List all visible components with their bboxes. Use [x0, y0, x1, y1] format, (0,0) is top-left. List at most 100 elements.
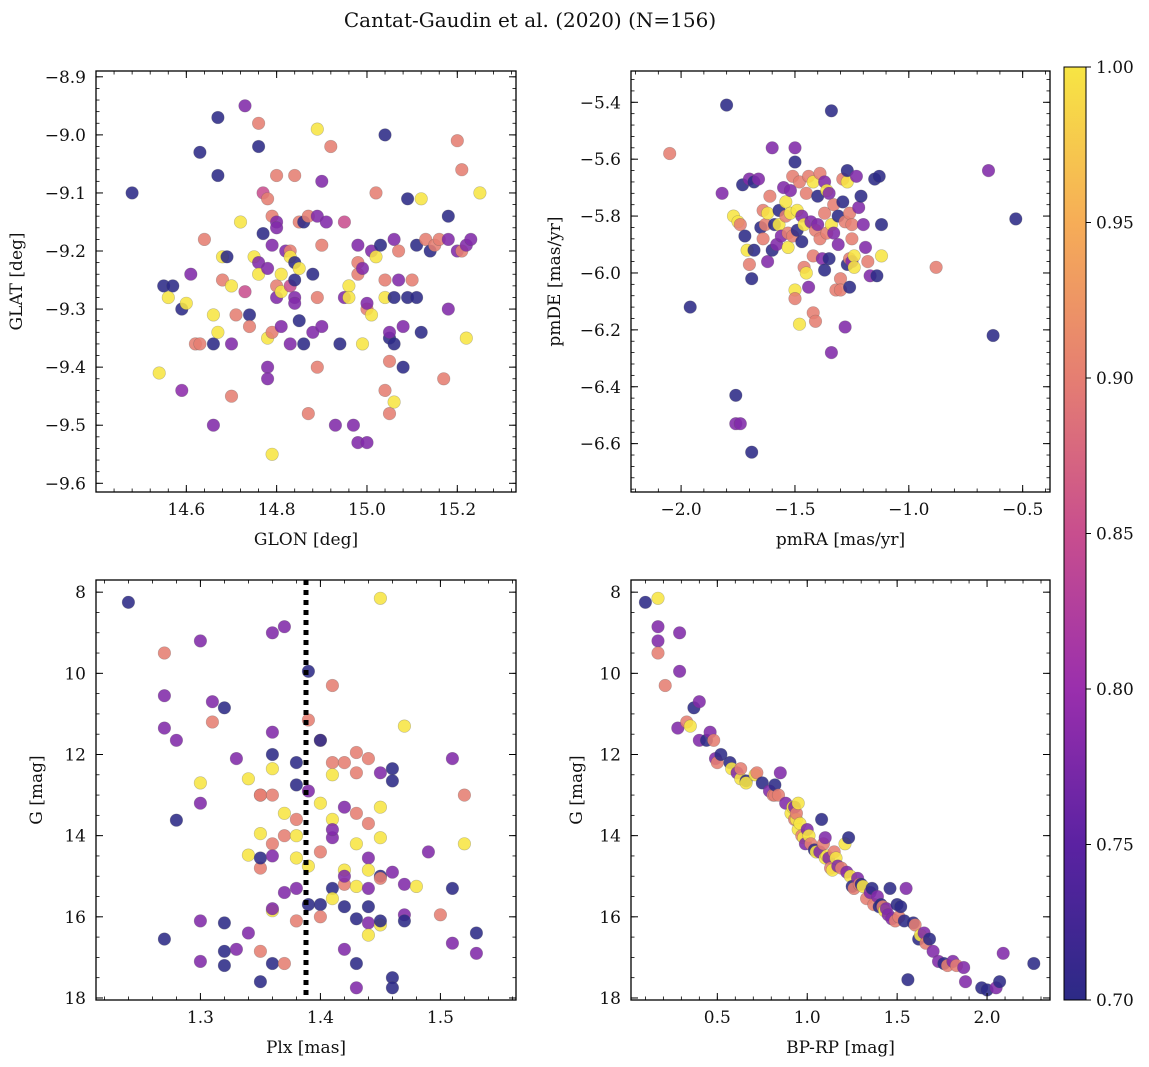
scatter-point [822, 186, 836, 200]
scatter-point [733, 218, 747, 232]
scatter-point [252, 267, 266, 281]
scatter-point [788, 141, 802, 155]
scatter-point [206, 418, 220, 432]
scatter-point [385, 762, 400, 776]
x-axis-label: GLON [deg] [254, 530, 358, 550]
scatter-point [410, 238, 424, 252]
x-tick-label: 1.4 [307, 1008, 334, 1028]
x-tick-label: 15.2 [438, 500, 476, 520]
y-tick-label: 10 [599, 664, 621, 684]
scatter-point [361, 816, 376, 831]
scatter-point [396, 360, 410, 374]
scatter-point [373, 238, 388, 252]
scatter-point [445, 751, 460, 766]
scatter-point [382, 354, 397, 368]
scatter-point [733, 417, 747, 431]
scatter-point [441, 232, 455, 246]
scatter-point [683, 719, 697, 733]
x-axis-label: Plx [mas] [266, 1038, 346, 1058]
scatter-point [211, 110, 225, 125]
scatter-point [333, 337, 347, 351]
y-tick-label: −9.1 [45, 184, 86, 204]
scatter-points [638, 591, 1041, 997]
scatter-point [382, 325, 397, 339]
y-tick-label: −5.8 [580, 207, 621, 227]
scatter-point [763, 189, 777, 203]
scatter-point [385, 981, 400, 995]
scatter-point [242, 319, 257, 334]
scatter-point [361, 900, 376, 914]
scatter-point [229, 308, 243, 322]
scatter-point [241, 926, 255, 940]
y-tick-label: −6.6 [580, 435, 621, 455]
scatter-point [397, 877, 412, 891]
scatter-point [445, 936, 460, 950]
panel-pmra_pmde: −2.0 −1.5 −1.0 −0.5 −5.4 −5.6 −5.8 −6.0 −6.2 −6.4… [545, 70, 1051, 550]
y-tick-label: −9.0 [45, 126, 86, 146]
scatter-point [265, 447, 279, 461]
y-tick-label: 18 [599, 989, 621, 1009]
scatter-point [283, 337, 297, 351]
scatter-point [791, 796, 805, 810]
y-tick-label: 14 [599, 827, 621, 847]
scatter-point [841, 831, 856, 845]
scatter-point [224, 389, 239, 403]
scatter-point [473, 186, 487, 200]
scatter-point [270, 221, 284, 235]
scatter-point [206, 308, 220, 322]
scatter-point [342, 290, 356, 305]
scatter-point [847, 260, 861, 274]
scatter-point [760, 206, 775, 220]
scatter-point [445, 881, 460, 896]
x-tick-label: 15.0 [348, 500, 386, 520]
colorbar-tick-label: 0.95 [1096, 214, 1134, 234]
scatter-point [325, 755, 340, 770]
scatter-point [459, 331, 473, 345]
scatter-point [734, 762, 748, 776]
scatter-point [729, 388, 743, 402]
scatter-point [842, 280, 857, 294]
scatter-point [817, 263, 832, 277]
y-tick-label: −9.5 [45, 416, 86, 436]
scatter-point [872, 169, 886, 183]
scatter-point [253, 975, 267, 989]
x-axis-label: pmRA [mas/yr] [776, 530, 905, 550]
scatter-point [349, 981, 364, 995]
scatter-point [152, 366, 166, 380]
y-tick-label: 18 [64, 989, 86, 1009]
scatter-point [205, 715, 219, 729]
axis-ticks: 14.6 14.8 15.0 15.2 −8.9 −9.0 −9.1 −9.2 −9.3 −9.4… [45, 68, 516, 520]
scatter-point [908, 918, 922, 932]
scatter-point [455, 163, 469, 177]
scatter-point [242, 308, 257, 322]
scatter-point [310, 209, 324, 223]
scatter-point [325, 822, 340, 837]
scatter-point [205, 695, 219, 709]
scatter-point [464, 232, 478, 246]
y-tick-label: 12 [64, 745, 86, 765]
scatter-point [450, 134, 464, 148]
scatter-point [795, 235, 809, 249]
x-tick-label: −1.0 [888, 500, 929, 520]
scatter-point [157, 721, 171, 735]
axes-frame [95, 70, 517, 493]
scatter-point [361, 851, 376, 865]
scatter-point [883, 881, 897, 896]
scatter-point [651, 591, 665, 605]
scatter-point [274, 267, 288, 281]
scatter-point [325, 891, 340, 906]
scatter-point [373, 766, 388, 780]
x-tick-label: −2.0 [660, 500, 701, 520]
x-tick-label: 1.0 [794, 1008, 821, 1028]
scatter-point [672, 626, 687, 640]
y-tick-label: −9.4 [45, 358, 86, 378]
scatter-point [310, 122, 324, 136]
scatter-point [822, 252, 836, 266]
scatter-point [986, 328, 1000, 343]
scatter-point [337, 215, 352, 229]
scatter-point [310, 290, 324, 305]
scatter-point [373, 831, 388, 845]
scatter-point [252, 139, 266, 154]
x-axis-label: BP-RP [mag] [786, 1038, 895, 1058]
scatter-point [261, 372, 275, 386]
